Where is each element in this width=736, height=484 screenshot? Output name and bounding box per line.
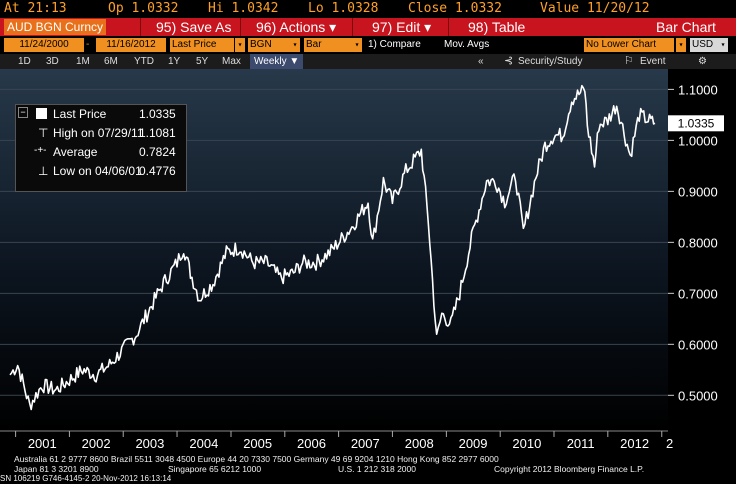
lower-chart-selector[interactable]: No Lower Chart: [584, 38, 674, 52]
x-tick-label: 2: [666, 436, 673, 451]
y-tick-label: 1.0000: [678, 133, 718, 148]
y-tick-label: 0.9000: [678, 184, 718, 199]
date-range-dash: -: [86, 39, 90, 50]
footer-contacts-line: Australia 61 2 9777 8600 Brazil 5511 304…: [14, 454, 499, 464]
last-price-swatch: [36, 108, 47, 119]
y-tick-label: 0.7000: [678, 286, 718, 301]
x-tick-label: 2004: [189, 436, 218, 451]
chart-legend: − Last Price 1.0335 ⊤ High on 07/29/11 1…: [15, 104, 187, 192]
period-3d[interactable]: 3D: [46, 56, 59, 67]
quote-value-date: Value 11/20/12: [540, 1, 650, 16]
quote-close: Close 1.0332: [408, 1, 502, 16]
table-button[interactable]: 98) Table: [468, 19, 526, 35]
quote-bar: At 21:13 Op 1.0332 Hi 1.0342 Lo 1.0328 C…: [0, 0, 736, 18]
field-selector[interactable]: Last Price: [170, 38, 234, 52]
legend-low-label: Low on 04/06/01: [53, 164, 142, 178]
quote-time: At 21:13: [4, 1, 67, 16]
legend-last-value: 1.0335: [139, 107, 176, 121]
price-series-line: [9, 84, 656, 411]
footer-singapore: Singapore 65 6212 1000: [168, 464, 262, 474]
currency-selector[interactable]: USD: [690, 38, 720, 52]
high-marker-icon: ⊤: [38, 126, 49, 140]
footer: Australia 61 2 9777 8600 Brazil 5511 304…: [0, 454, 736, 483]
x-tick-label: 2003: [135, 436, 164, 451]
chart-tool-icon[interactable]: ⊰: [504, 55, 514, 67]
y-tick-label: 0.8000: [678, 235, 718, 250]
event-flag-icon[interactable]: ⚐: [624, 55, 634, 67]
save-as-button[interactable]: 95) Save As: [156, 19, 232, 35]
security-study-button[interactable]: Security/Study: [518, 56, 583, 67]
period-1m[interactable]: 1M: [76, 56, 90, 67]
legend-avg-label: Average: [53, 145, 98, 159]
y-tick-label: 0.6000: [678, 337, 718, 352]
legend-collapse-icon[interactable]: −: [18, 107, 28, 118]
legend-high-value: 1.1081: [139, 126, 176, 140]
legend-high-label: High on 07/29/11: [53, 126, 144, 140]
period-1d[interactable]: 1D: [18, 56, 31, 67]
last-price-tag-label: 1.0335: [678, 116, 715, 130]
source-dropdown-arrow[interactable]: ▾: [290, 38, 300, 52]
source-selector[interactable]: BGN: [248, 38, 300, 52]
y-tick-label: 0.5000: [678, 388, 718, 403]
last-price-tag-box: [668, 115, 724, 132]
period-1y[interactable]: 1Y: [168, 56, 181, 67]
toolbar-divider: [448, 18, 449, 36]
actions-menu[interactable]: 96) Actions ▾: [256, 19, 337, 35]
style-selector[interactable]: Bar: [304, 38, 354, 52]
function-toolbar: AUD BGN Curncy 95) Save As 96) Actions ▾…: [0, 18, 736, 36]
quote-low: Lo 1.0328: [308, 1, 379, 16]
footer-serial: SN 106219 G746-4145-2 20-Nov-2012 16:13:…: [0, 474, 172, 483]
period-5y[interactable]: 5Y: [196, 56, 209, 67]
chart-type-title: Bar Chart: [656, 19, 716, 35]
toolbar-divider: [352, 18, 353, 36]
x-tick-label: 2012: [620, 436, 649, 451]
quote-open: Op 1.0332: [108, 1, 179, 16]
style-dropdown-arrow[interactable]: ▾: [352, 38, 362, 52]
lower-chart-dropdown-arrow[interactable]: ▾: [676, 38, 686, 52]
edit-menu[interactable]: 97) Edit ▾: [372, 19, 432, 35]
period-ytd[interactable]: YTD: [134, 56, 154, 67]
quote-high: Hi 1.0342: [208, 1, 279, 16]
field-dropdown-arrow[interactable]: ▾: [235, 38, 245, 52]
x-tick-label: 2006: [297, 436, 326, 451]
end-date-field[interactable]: 11/16/2012: [96, 38, 166, 52]
x-tick-label: 2009: [459, 436, 488, 451]
period-6m[interactable]: 6M: [104, 56, 118, 67]
toolbar-divider: [240, 18, 241, 36]
frequency-selector[interactable]: Weekly ▼: [250, 54, 304, 69]
compare-button[interactable]: 1) Compare: [368, 39, 421, 50]
period-max[interactable]: Max: [222, 56, 241, 67]
x-tick-label: 2005: [243, 436, 272, 451]
x-axis: 2001 2002 2003 2004 2005 2006 2007 2008 2009 2010…: [0, 430, 673, 451]
x-tick-label: 2002: [82, 436, 111, 451]
x-tick-label: 2010: [512, 436, 541, 451]
y-tick-label: 1.1000: [678, 82, 718, 97]
y-axis: 0.5000 0.6000 0.7000 0.8000 0.9000 1.0000 1.10…: [668, 82, 718, 403]
footer-japan: Japan 81 3 3201 8900: [14, 464, 99, 474]
average-marker-icon: -+-: [34, 145, 47, 156]
mov-avgs-button[interactable]: Mov. Avgs: [444, 39, 490, 50]
legend-last-label: Last Price: [53, 107, 107, 121]
legend-avg-value: 0.7824: [139, 145, 176, 159]
currency-dropdown-arrow[interactable]: ▾: [718, 38, 728, 52]
gear-icon[interactable]: ⚙: [698, 56, 707, 67]
period-selector-bar: 1D 3D 1M 6M YTD 1Y 5Y Max Weekly ▼ « ⊰ S…: [0, 54, 736, 69]
x-tick-label: 2001: [28, 436, 57, 451]
legend-low-value: 0.4776: [139, 164, 176, 178]
chart-parameters-bar: 11/24/2000 - 11/16/2012 Last Price ▾ BGN…: [0, 36, 736, 54]
ticker-field[interactable]: AUD BGN Curncy: [4, 19, 107, 35]
start-date-field[interactable]: 11/24/2000: [4, 38, 84, 52]
footer-copyright: Copyright 2012 Bloomberg Finance L.P.: [494, 464, 645, 474]
x-tick-label: 2008: [405, 436, 434, 451]
event-button[interactable]: Event: [640, 56, 666, 67]
last-price-tag: 1.0335: [668, 115, 724, 132]
toolbar-divider: [140, 18, 141, 36]
x-tick-label: 2007: [351, 436, 380, 451]
low-marker-icon: ⊥: [38, 164, 49, 178]
x-tick-label: 2011: [567, 436, 595, 451]
footer-us: U.S. 1 212 318 2000: [338, 464, 416, 474]
collapse-icon[interactable]: «: [478, 56, 484, 67]
